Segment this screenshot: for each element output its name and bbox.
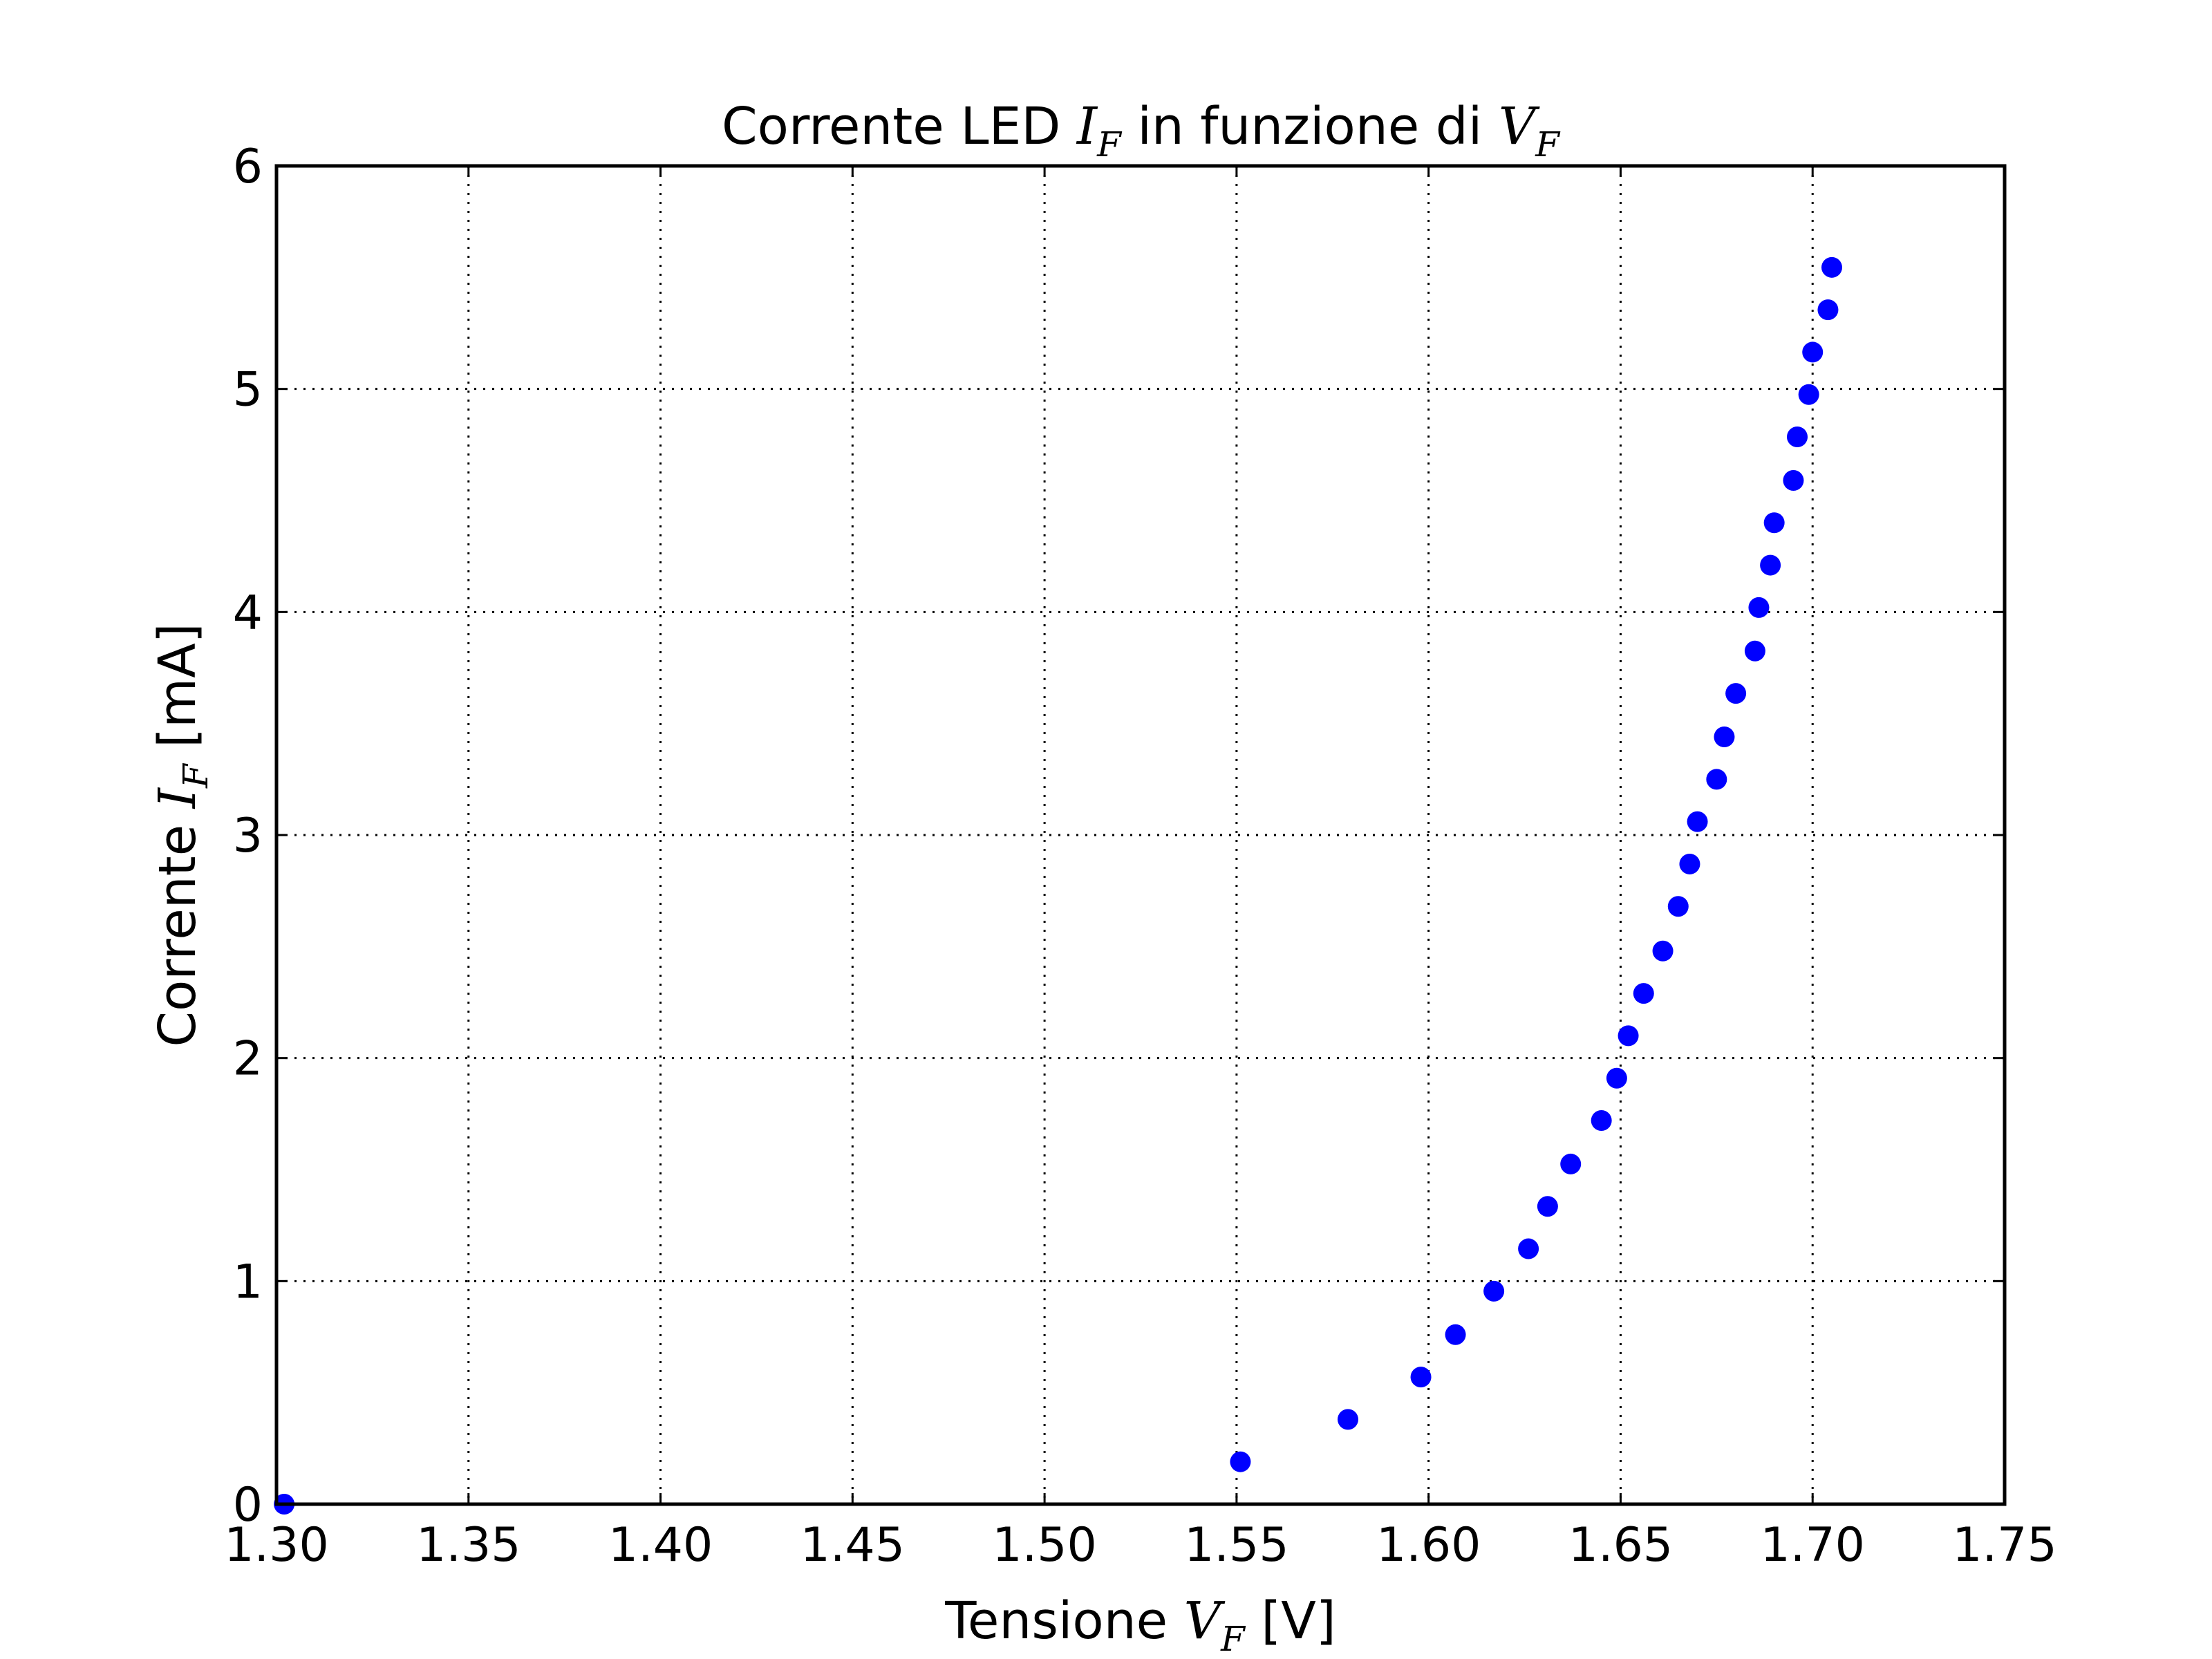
grid [275, 165, 2006, 1506]
data-point [1798, 384, 1819, 405]
data-point [1518, 1238, 1539, 1259]
x-tick-label: 1.35 [416, 1518, 521, 1573]
data-point [1230, 1451, 1251, 1472]
y-tick-label: 6 [233, 140, 263, 194]
data-point [1714, 727, 1735, 748]
data-point [1537, 1196, 1558, 1217]
data-point [1687, 811, 1708, 832]
data-point [1763, 512, 1785, 534]
x-tick-label: 1.55 [1184, 1518, 1288, 1573]
data-point [1748, 597, 1770, 618]
ticks [275, 165, 2006, 1506]
y-tick-label: 5 [233, 363, 263, 418]
data-point [1338, 1409, 1358, 1430]
data-point [1783, 469, 1804, 491]
x-tick-label: 1.40 [608, 1518, 713, 1573]
data-point [1410, 1367, 1432, 1388]
data-point [1760, 554, 1781, 576]
data-point [1725, 683, 1747, 704]
data-point [1817, 299, 1839, 321]
plot-frame [274, 164, 2007, 1506]
x-tick-label: 1.65 [1568, 1518, 1673, 1573]
x-tick-label: 1.75 [1952, 1518, 2056, 1573]
x-tick-label: 1.60 [1376, 1518, 1481, 1573]
x-tick-label: 1.50 [992, 1518, 1096, 1573]
data-point [1652, 940, 1674, 962]
data-point [1821, 256, 1842, 278]
data-point [1606, 1067, 1627, 1089]
x-axis-label: Tensione VF [V] [944, 1591, 1335, 1659]
data-point [1744, 640, 1765, 662]
data-point [1667, 896, 1689, 917]
x-tick-label: 1.30 [224, 1518, 328, 1573]
y-tick-label: 4 [233, 585, 263, 640]
x-tick-label: 1.45 [800, 1518, 905, 1573]
data-point [1560, 1153, 1582, 1174]
data-point [1445, 1324, 1466, 1345]
data-points [274, 256, 1842, 1515]
y-tick-label: 2 [233, 1032, 263, 1087]
y-tick-label: 3 [233, 809, 263, 863]
data-point [1802, 341, 1824, 363]
data-point [1618, 1025, 1639, 1047]
y-tick-label: 1 [233, 1255, 263, 1309]
data-point [1483, 1280, 1505, 1302]
data-point [1679, 853, 1700, 874]
chart-title: Corrente LED IF in funzione di VF [722, 97, 1561, 165]
y-axis-label: Corrente IF [mA] [148, 623, 216, 1047]
data-point [1591, 1110, 1612, 1132]
data-point [1706, 769, 1727, 790]
y-tick-label: 0 [233, 1478, 263, 1533]
data-point [1787, 427, 1808, 448]
data-point [1633, 983, 1654, 1004]
x-tick-label: 1.70 [1761, 1518, 1865, 1573]
tick-labels: 1.30 1.35 1.40 1.45 1.50 1.55 1.60 1.65 1.70 1.75… [224, 140, 2056, 1573]
